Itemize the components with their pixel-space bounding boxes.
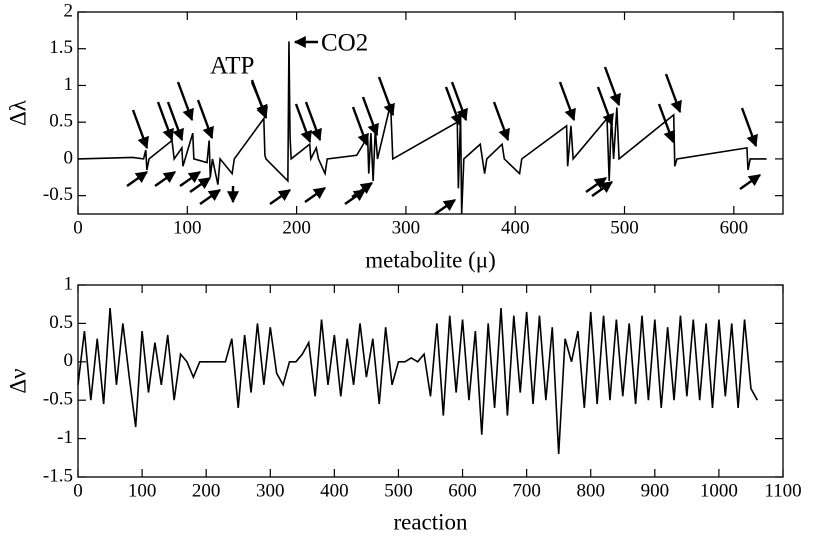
x-tick-label: 100: [128, 480, 157, 501]
arrow: [434, 199, 456, 215]
y-tick-label: 2: [64, 0, 74, 21]
x-tick-label: 600: [448, 480, 477, 501]
arrow: [361, 96, 379, 137]
arrow: [131, 109, 149, 150]
arrow: [558, 81, 576, 122]
plot-frame: [77, 284, 784, 478]
data-line: [77, 41, 767, 215]
y-tick-label: -0.5: [43, 184, 73, 205]
y-tick-label: 0.5: [49, 111, 73, 132]
plot-frame: [77, 11, 784, 215]
arrow: [664, 73, 682, 114]
arrow: [179, 171, 201, 187]
arrow: [351, 106, 369, 147]
arrow: [740, 107, 758, 148]
x-tick-label: 400: [501, 217, 530, 238]
y-tick-label: 1.5: [49, 37, 73, 58]
y-tick-label: 1: [64, 74, 74, 95]
arrow: [344, 189, 366, 205]
x-tick-label: 500: [384, 480, 413, 501]
arrow: [351, 182, 373, 198]
arrow: [196, 99, 214, 140]
arrow: [450, 81, 468, 122]
y-tick-label: 0.5: [49, 312, 73, 333]
arrow: [199, 189, 221, 205]
arrow: [591, 181, 613, 197]
arrow: [156, 101, 174, 142]
x-tick-label: 700: [512, 480, 541, 501]
x-tick-label: 300: [256, 480, 285, 501]
arrow: [492, 101, 510, 142]
y-axis-label: Δν: [5, 368, 30, 393]
y-tick-label: -1: [57, 427, 73, 448]
y-tick-label: -1.5: [43, 465, 73, 486]
arrow: [603, 66, 621, 107]
y-tick-label: 1: [64, 273, 74, 294]
x-tick-label: 800: [576, 480, 605, 501]
arrow: [596, 86, 614, 127]
x-tick-label: 600: [720, 217, 749, 238]
data-line: [77, 307, 759, 455]
arrow: [304, 187, 326, 203]
arrow: [585, 177, 607, 193]
arrow: [166, 101, 184, 142]
arrow: [126, 171, 148, 187]
y-tick-label: 0: [64, 147, 74, 168]
x-tick-label: 1000: [700, 480, 738, 501]
annotation: CO2: [321, 30, 368, 57]
x-axis-label: metabolite (μ): [365, 247, 495, 272]
arrow: [176, 81, 194, 122]
x-tick-label: 400: [320, 480, 349, 501]
arrow: [189, 177, 211, 193]
arrow: [444, 86, 462, 127]
arrow: [739, 174, 761, 190]
arrow: [154, 171, 176, 187]
arrow: [294, 103, 312, 144]
x-tick-label: 200: [192, 480, 221, 501]
arrow: [657, 103, 675, 144]
x-tick-label: 900: [641, 480, 670, 501]
x-tick-label: 0: [73, 217, 83, 238]
arrow: [269, 189, 291, 205]
x-axis-label: reaction: [393, 509, 468, 534]
x-tick-label: 0: [73, 480, 83, 501]
annotation: ATP: [210, 53, 254, 80]
arrow: [304, 101, 322, 142]
x-tick-label: 500: [610, 217, 639, 238]
x-tick-label: 100: [173, 217, 202, 238]
y-tick-label: -0.5: [43, 389, 73, 410]
arrow: [377, 76, 395, 117]
x-tick-label: 200: [282, 217, 311, 238]
y-axis-label: Δλ: [5, 99, 30, 126]
x-tick-label: 300: [392, 217, 421, 238]
y-tick-label: 0: [64, 350, 74, 371]
arrow: [250, 81, 268, 118]
x-tick-label: 1100: [764, 480, 801, 501]
